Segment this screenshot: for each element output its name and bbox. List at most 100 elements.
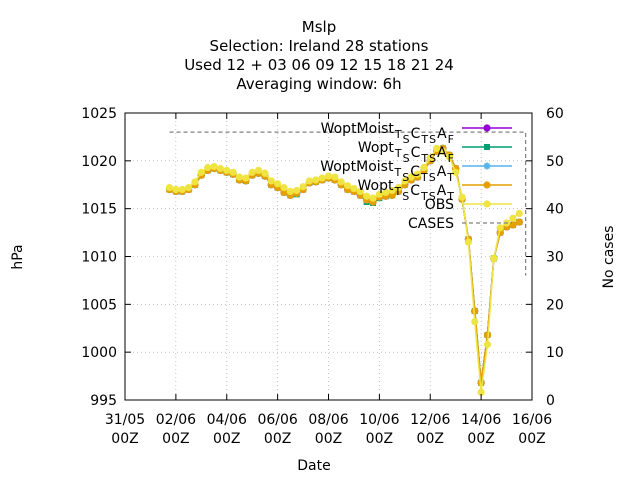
data-point [484, 144, 490, 150]
data-point [515, 209, 523, 218]
data-point [178, 185, 186, 194]
data-point [337, 178, 345, 186]
legend-label-main: WoptMoist [320, 159, 394, 175]
y2-tick-label: 20 [546, 297, 564, 313]
data-point [452, 168, 460, 176]
legend-label-main: Wopt [358, 140, 394, 156]
data-point [274, 180, 282, 188]
title-line: Averaging window: 6h [236, 75, 401, 93]
legend-label-sub: T [446, 171, 454, 184]
data-point [261, 169, 269, 177]
y-tick-label: 995 [90, 393, 117, 409]
data-point [204, 163, 212, 172]
data-point [471, 317, 479, 326]
y2-axis-label: No cases [601, 226, 617, 289]
legend-label-sub: T [420, 171, 428, 184]
title-line: Mslp [302, 18, 336, 36]
legend-label-sub: T [420, 190, 428, 203]
x-tick-label-date: 02/06 [156, 412, 196, 428]
data-point [483, 200, 491, 208]
data-point [483, 181, 491, 189]
data-point [382, 188, 390, 197]
y2-tick-label: 50 [546, 154, 564, 170]
plot-frame [124, 112, 533, 401]
x-tick-label-date: 06/06 [257, 412, 297, 428]
y2-tick-label: 30 [546, 250, 564, 266]
data-point [471, 307, 479, 315]
legend-label: CASES [408, 216, 454, 232]
data-point [184, 184, 193, 192]
y2-tick-label: 60 [546, 106, 564, 122]
x-tick-label-time: 00Z [417, 431, 444, 447]
legend-label-sub: A [437, 126, 447, 142]
y-tick-label: 1015 [81, 202, 117, 218]
legend-label: WoptTSCTSAT [358, 178, 455, 203]
data-point [509, 214, 517, 222]
legend-label-sub: T [446, 190, 454, 203]
data-point [350, 184, 358, 193]
data-point [165, 184, 174, 192]
data-point [483, 162, 491, 170]
y-tick-label: 1010 [81, 250, 117, 266]
legend-label-sub: T [420, 133, 428, 146]
data-point [369, 194, 377, 202]
legend-label-sub: C [411, 145, 421, 161]
axes: 9951000100510101015102010250102030405060… [81, 106, 563, 447]
data-point [464, 238, 473, 246]
data-point [477, 388, 485, 396]
legend-label-sub: S [429, 171, 436, 184]
data-point [388, 186, 396, 195]
data-point [439, 147, 447, 155]
data-point [324, 172, 333, 180]
x-tick-label-time: 00Z [162, 431, 189, 447]
y-tick-label: 1000 [81, 345, 117, 361]
data-point [394, 184, 403, 192]
legend-label-sub: T [393, 166, 401, 179]
data-point [413, 170, 422, 178]
legend-label-sub: T [393, 185, 401, 198]
data-point [331, 173, 339, 181]
legend-label-sub: S [403, 133, 410, 146]
grid-lines [125, 113, 532, 400]
y-tick-label: 1025 [81, 106, 117, 122]
data-point [401, 177, 409, 185]
legend-label-sub: F [448, 133, 454, 146]
legend-item: WoptMoistTSCTSAF [321, 121, 512, 146]
data-point [254, 166, 263, 174]
x-tick-label-date: 31/05 [105, 412, 145, 428]
legend-label-sub: C [410, 183, 420, 199]
data-point [248, 168, 256, 176]
legend-label: WoptMoistTSCTSAT [320, 159, 454, 184]
data-point [407, 173, 415, 181]
legend-item-cases: CASES [408, 216, 512, 232]
data-point [229, 168, 237, 176]
data-point [223, 166, 231, 174]
x-tick-label-date: 08/06 [308, 412, 348, 428]
legend-label-sub: T [420, 152, 428, 165]
x-tick-label-time: 00Z [264, 431, 291, 447]
y2-tick-label: 40 [546, 202, 564, 218]
data-point [267, 177, 275, 185]
legend-label-sub: C [410, 164, 420, 180]
x-tick-label-time: 00Z [213, 431, 240, 447]
legend-label-sub: A [437, 183, 447, 199]
data-point [191, 178, 199, 186]
legend-label-sub: S [402, 190, 409, 203]
legend-label-sub: A [437, 164, 447, 180]
data-point [210, 162, 218, 171]
data-point [375, 190, 383, 198]
data-point [483, 340, 492, 349]
legend-label-sub: S [429, 133, 436, 146]
data-point [433, 144, 441, 152]
legend-label-main: WoptMoist [321, 121, 395, 137]
x-tick-label-time: 00Z [315, 431, 342, 447]
data-point [496, 224, 504, 232]
legend-label-sub: S [403, 152, 410, 165]
legend-item: WoptMoistTSCTSAT [320, 159, 512, 184]
legend-label-sub: T [394, 128, 402, 141]
data-point [318, 174, 326, 182]
legend-label: WoptMoistTSCTSAF [321, 121, 454, 146]
data-point [299, 183, 307, 191]
data-point [242, 174, 250, 182]
